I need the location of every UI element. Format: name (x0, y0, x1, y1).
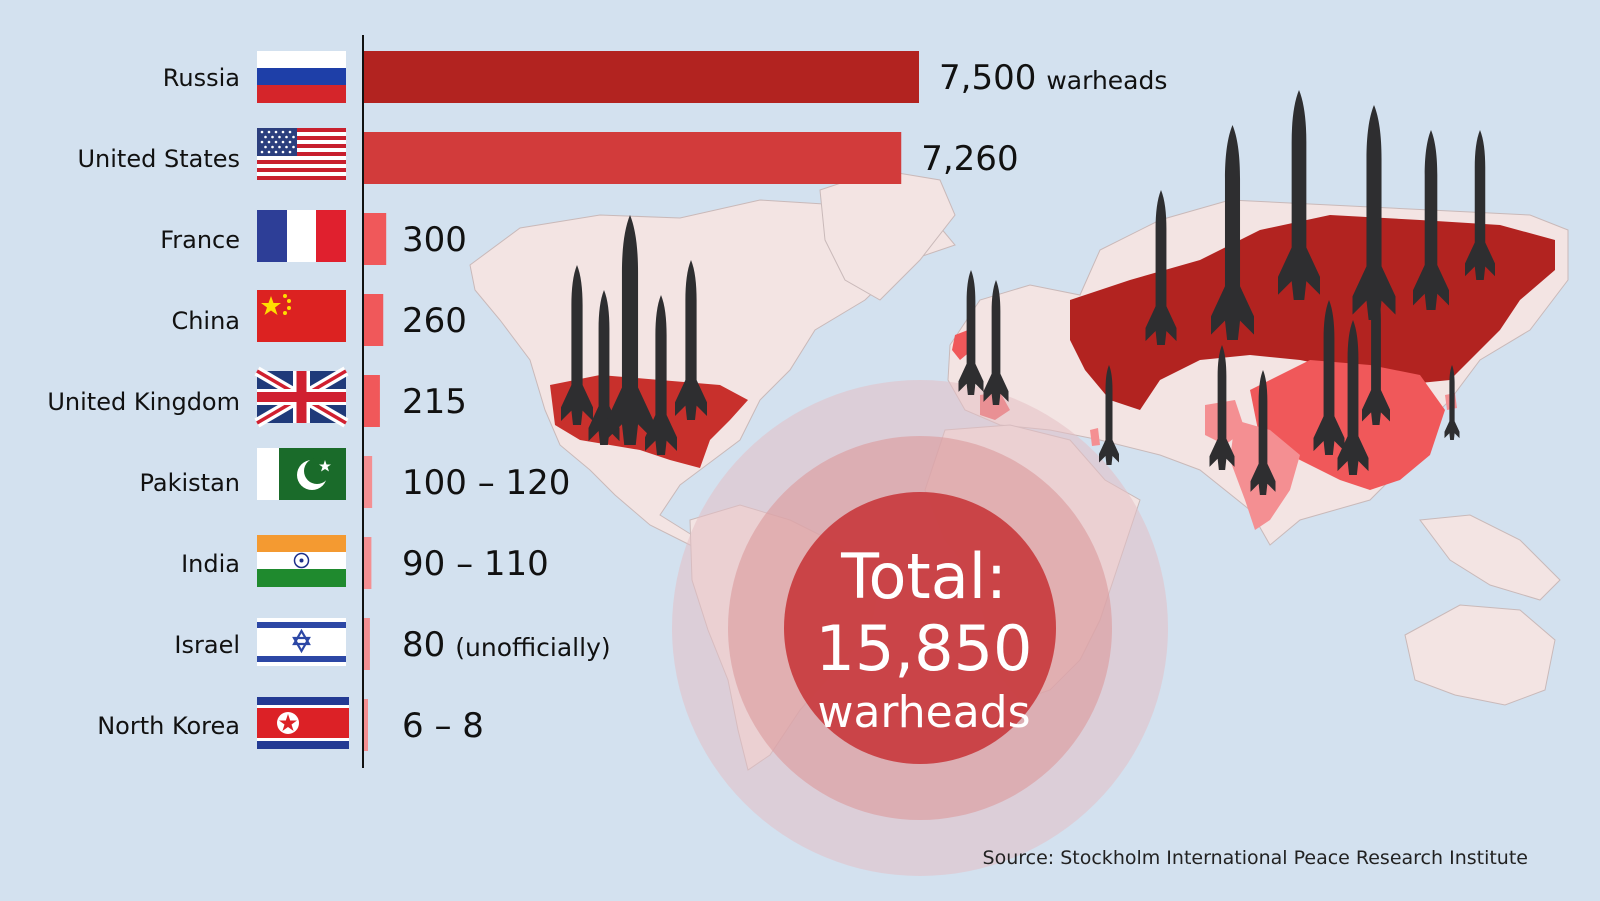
value-label-china: 260 (402, 301, 467, 341)
category-label-india: India (181, 550, 240, 578)
value-label-united-kingdom: 215 (402, 382, 467, 422)
bar-india (364, 537, 372, 589)
bar-united-states (364, 132, 902, 184)
value-number: 260 (402, 301, 467, 341)
value-label-india: 90 – 110 (402, 544, 549, 584)
total-target-icon (672, 380, 1168, 876)
category-label-pakistan: Pakistan (140, 469, 241, 497)
india-flag-icon (257, 535, 346, 587)
pakistan-flag-icon (257, 448, 346, 500)
category-labels-group: Russia United States France China United Kin… (47, 64, 240, 740)
bar-north-korea (364, 699, 368, 751)
value-number: 300 (402, 220, 467, 260)
value-number: 100 – 120 (402, 463, 570, 503)
france-flag-icon (257, 210, 346, 262)
value-label-north-korea: 6 – 8 (402, 706, 484, 746)
source-note: Source: Stockholm International Peace Re… (983, 847, 1528, 869)
bar-russia (364, 51, 919, 103)
value-number: 80 (402, 625, 445, 665)
category-label-russia: Russia (163, 64, 240, 92)
missile-icon (1465, 130, 1495, 280)
value-label-russia: 7,500 warheads (939, 58, 1167, 98)
category-label-france: France (160, 226, 240, 254)
usa-flag-icon (257, 128, 346, 180)
category-label-united-kingdom: United Kingdom (47, 388, 240, 416)
value-label-united-states: 7,260 (921, 139, 1018, 179)
bar-china (364, 294, 384, 346)
value-number: 7,260 (921, 139, 1018, 179)
value-number: 90 – 110 (402, 544, 549, 584)
bar-united-kingdom (364, 375, 380, 427)
total-title: Total: (840, 540, 1007, 613)
total-value: 15,850 (816, 612, 1033, 685)
category-label-united-states: United States (77, 145, 240, 173)
china-flag-icon (257, 290, 346, 342)
value-label-france: 300 (402, 220, 467, 260)
value-number: 7,500 (939, 58, 1036, 98)
missile-icon (1278, 90, 1320, 300)
value-label-pakistan: 100 – 120 (402, 463, 570, 503)
uk-flag-icon (254, 366, 349, 428)
israel-flag-icon (257, 618, 346, 666)
category-label-israel: Israel (174, 631, 240, 659)
category-label-china: China (171, 307, 240, 335)
bar-pakistan (364, 456, 373, 508)
value-suffix: (unofficially) (455, 633, 610, 662)
value-label-israel: 80 (unofficially) (402, 625, 611, 665)
bars-group (364, 51, 919, 751)
value-suffix: warheads (1046, 66, 1167, 95)
bar-france (364, 213, 387, 265)
category-label-north-korea: North Korea (97, 712, 240, 740)
value-number: 215 (402, 382, 467, 422)
value-number: 6 – 8 (402, 706, 484, 746)
bar-israel (364, 618, 370, 670)
value-labels-group: 7,500 warheads 7,260 300 260 215 100 – 120 90 –… (402, 58, 1167, 746)
total-unit: warheads (817, 687, 1030, 738)
russia-flag-icon (257, 51, 346, 103)
north-korea-flag-icon (257, 697, 349, 749)
